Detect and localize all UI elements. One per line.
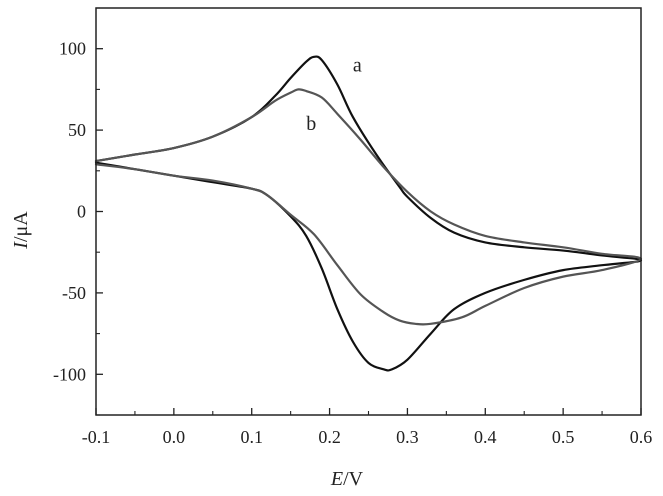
y-tick-label: 0 bbox=[77, 202, 86, 222]
x-tick-label: 0.2 bbox=[318, 427, 341, 447]
x-tick-label: 0.1 bbox=[240, 427, 263, 447]
plot-frame bbox=[96, 8, 641, 415]
y-tick-label: 100 bbox=[59, 39, 86, 59]
y-tick-labels: -100 -50 0 50 100 bbox=[53, 39, 86, 385]
y-axis-unit: /μA bbox=[10, 211, 32, 242]
x-tick-label: 0.0 bbox=[163, 427, 186, 447]
x-tick-label: -0.1 bbox=[82, 427, 111, 447]
curves-group bbox=[96, 57, 641, 371]
x-tick-label: 0.6 bbox=[630, 427, 653, 447]
x-axis-variable: E bbox=[330, 468, 343, 490]
y-tick-label: -50 bbox=[62, 283, 86, 303]
curve-label-b: b bbox=[306, 113, 316, 135]
y-tick-label: -100 bbox=[53, 364, 86, 384]
y-tick-label: 50 bbox=[68, 120, 86, 140]
x-axis-title: E/V bbox=[330, 468, 364, 490]
x-tick-label: 0.4 bbox=[474, 427, 497, 447]
axis-ticks bbox=[96, 8, 641, 415]
x-tick-label: 0.5 bbox=[552, 427, 575, 447]
curve-b bbox=[96, 89, 641, 324]
curve-a bbox=[96, 57, 641, 371]
curve-label-a: a bbox=[353, 54, 362, 76]
x-axis-unit: /V bbox=[343, 468, 364, 490]
y-axis-title: I/μA bbox=[10, 211, 32, 250]
x-tick-labels: -0.1 0.0 0.1 0.2 0.3 0.4 0.5 0.6 bbox=[82, 427, 653, 447]
x-tick-label: 0.3 bbox=[396, 427, 419, 447]
